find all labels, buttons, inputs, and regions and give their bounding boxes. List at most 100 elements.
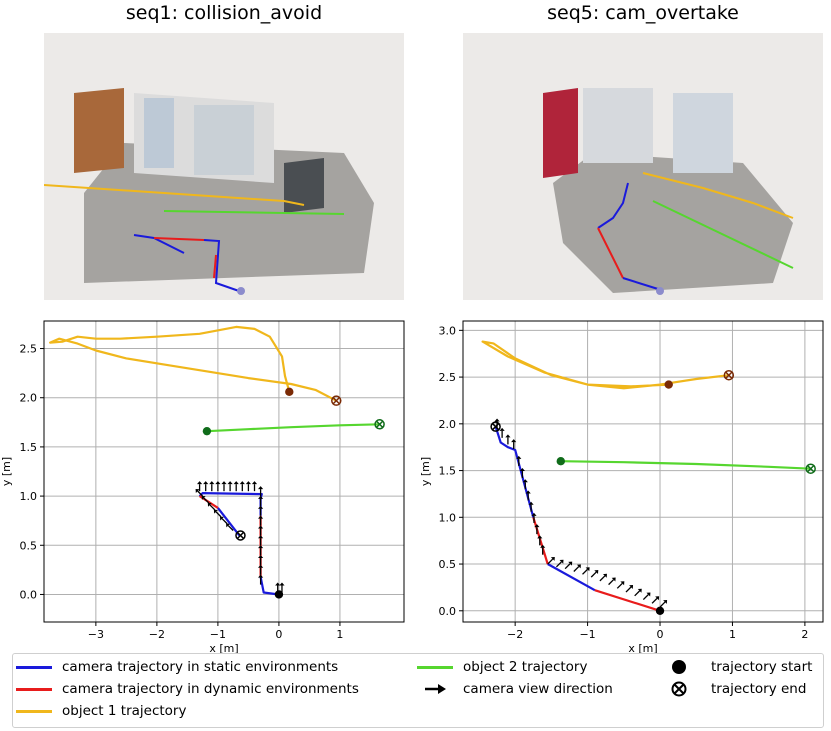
view-arrow-head bbox=[576, 564, 581, 569]
y-tick-label: 0.0 bbox=[439, 605, 457, 618]
end-marker-cross bbox=[332, 396, 341, 405]
view-arrow-head bbox=[511, 439, 517, 443]
y-tick-label: 2.0 bbox=[439, 418, 457, 431]
legend-swatch-camera-static bbox=[16, 665, 52, 669]
view-arrow-head bbox=[258, 564, 264, 568]
view-arrow-head bbox=[559, 559, 564, 564]
view-arrow-head bbox=[258, 505, 264, 509]
scene-render-seq1 bbox=[44, 33, 404, 300]
series-line-object1 bbox=[481, 340, 729, 390]
view-arrow-head bbox=[221, 481, 227, 485]
trajectory-start-marker bbox=[274, 590, 284, 599]
view-arrow-head bbox=[550, 556, 555, 561]
view-arrow-head bbox=[251, 481, 258, 485]
panel-title-seq1: seq1: collision_avoid bbox=[125, 2, 323, 24]
view-arrow bbox=[608, 579, 615, 586]
scene-render-seq5 bbox=[463, 33, 823, 300]
y-tick-label: 1.5 bbox=[20, 441, 38, 454]
view-arrow-head bbox=[568, 561, 573, 566]
trajectory-start-marker bbox=[655, 606, 665, 615]
plot-frame bbox=[43, 320, 405, 623]
view-arrow-head bbox=[258, 525, 264, 529]
end-marker-cross bbox=[375, 420, 384, 429]
view-arrow-head bbox=[663, 599, 668, 604]
view-arrow-head bbox=[233, 481, 239, 485]
series-line-camera_static bbox=[547, 563, 596, 592]
series-line-camera_dynamic bbox=[532, 516, 549, 565]
view-arrow-head bbox=[603, 573, 607, 578]
y-tick-label: 1.5 bbox=[439, 465, 457, 478]
legend-label-camera-dynamic: camera trajectory in dynamic environment… bbox=[62, 681, 359, 697]
view-arrow-head bbox=[522, 479, 528, 483]
legend-item-camera-dynamic: camera trajectory in dynamic environment… bbox=[16, 681, 359, 697]
view-arrow-head bbox=[499, 427, 505, 431]
view-arrow-head bbox=[531, 512, 537, 516]
y-tick-label: 2.0 bbox=[20, 392, 38, 405]
view-arrow-head bbox=[494, 418, 500, 422]
x-tick-label: 1 bbox=[336, 628, 343, 641]
view-arrow-head bbox=[620, 581, 625, 586]
view-arrow bbox=[215, 511, 222, 518]
legend-item-object2: object 2 trajectory bbox=[417, 659, 587, 675]
view-arrow-head bbox=[213, 509, 218, 514]
view-arrow-head bbox=[215, 481, 221, 485]
view-arrow bbox=[227, 525, 234, 531]
series-line-camera_dynamic bbox=[594, 589, 661, 612]
view-arrow bbox=[573, 566, 580, 572]
trajectory-end-marker bbox=[805, 463, 816, 474]
view-arrow-head bbox=[258, 515, 264, 519]
y-tick-label: 2.5 bbox=[439, 371, 457, 384]
view-arrow-head bbox=[258, 574, 264, 578]
view-arrow-head bbox=[245, 481, 252, 485]
x-tick-label: 1 bbox=[729, 628, 736, 641]
x-axis-label: x [m] bbox=[209, 642, 238, 655]
view-arrow-head bbox=[637, 588, 642, 593]
view-arrow bbox=[651, 597, 658, 604]
legend-label-view-direction: camera view direction bbox=[463, 681, 613, 697]
legend: camera trajectory in static environments… bbox=[12, 653, 824, 728]
trajectory-end-marker bbox=[723, 369, 735, 381]
y-axis-label: y [m] bbox=[419, 457, 432, 486]
legend-swatch-camera-dynamic bbox=[16, 687, 52, 691]
end-marker-circle bbox=[805, 463, 816, 474]
series-line-camera_static bbox=[494, 426, 535, 518]
view-arrow-head bbox=[537, 535, 543, 539]
end-marker-circle bbox=[490, 421, 501, 432]
end-marker-circle bbox=[723, 369, 735, 381]
view-arrow-head bbox=[195, 489, 200, 493]
trajectory-start-marker bbox=[664, 380, 673, 389]
trajectory-end-marker bbox=[331, 395, 342, 406]
end-marker-cross bbox=[806, 464, 815, 473]
end-marker-circle bbox=[331, 395, 342, 406]
view-arrow-head bbox=[540, 544, 546, 548]
x-tick-label: 0 bbox=[657, 628, 664, 641]
panel-title-seq5: seq5: cam_overtake bbox=[547, 2, 739, 24]
legend-swatch-object1 bbox=[16, 709, 52, 713]
x-tick-label: −2 bbox=[149, 628, 165, 641]
plot-area bbox=[48, 325, 380, 596]
view-arrow-head bbox=[594, 570, 599, 575]
end-marker-cross bbox=[236, 531, 245, 540]
view-arrow bbox=[642, 594, 649, 601]
view-arrow-head bbox=[505, 434, 511, 438]
legend-label-camera-static: camera trajectory in static environments bbox=[62, 659, 339, 675]
series-line-camera_static bbox=[217, 507, 241, 537]
view-arrow-head bbox=[525, 490, 531, 494]
view-arrow-head bbox=[196, 481, 203, 485]
end-marker-circle bbox=[235, 530, 246, 541]
x-tick-label: −3 bbox=[88, 628, 104, 641]
x-tick-label: −2 bbox=[507, 628, 523, 641]
x-tick-label: −1 bbox=[579, 628, 595, 641]
arrow-icon bbox=[417, 682, 453, 696]
view-arrow-head bbox=[258, 545, 264, 549]
view-arrow-head bbox=[258, 486, 264, 490]
view-arrow bbox=[203, 497, 210, 504]
view-arrow bbox=[625, 586, 632, 593]
legend-label-trajectory-start: trajectory start bbox=[711, 659, 813, 675]
plot-frame bbox=[462, 320, 824, 623]
y-tick-label: 0.5 bbox=[20, 539, 38, 552]
y-tick-label: 2.5 bbox=[20, 343, 38, 356]
view-arrow-head bbox=[516, 455, 522, 459]
